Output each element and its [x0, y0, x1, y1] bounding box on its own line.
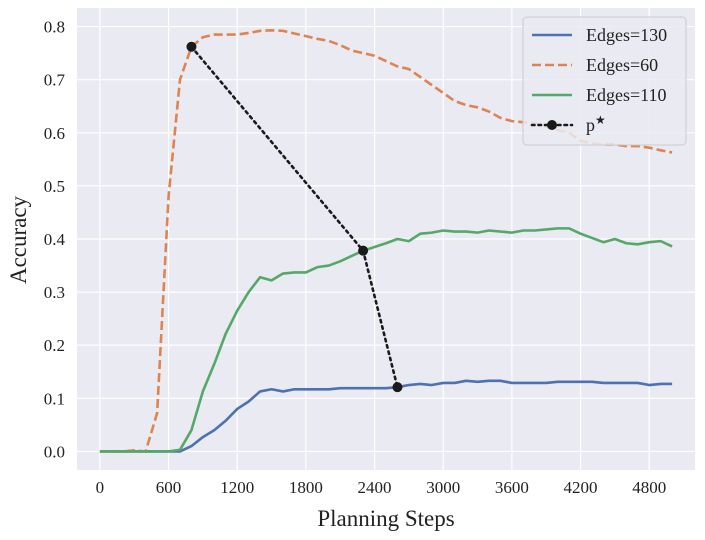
y-tick-label: 0.6: [44, 124, 65, 143]
y-tick-label: 0.4: [44, 230, 66, 249]
y-tick-label: 0.0: [44, 442, 65, 461]
y-tick-label: 0.2: [44, 336, 65, 355]
x-tick-labels: 0 600 1200 1800 2400 3000 3600 4200 4800: [96, 478, 667, 497]
series-line-1: [99, 379, 673, 453]
x-tick-label: 3000: [426, 478, 460, 497]
y-tick-label: 0.8: [44, 18, 65, 37]
marker-layer: [186, 41, 403, 393]
x-tick-label: 1800: [289, 478, 323, 497]
legend-label: Edges=60: [586, 55, 658, 75]
y-tick-label: 0.1: [44, 389, 65, 408]
x-tick-label: 2400: [358, 478, 392, 497]
y-tick-label: 0.5: [44, 177, 65, 196]
x-tick-label: 3600: [495, 478, 529, 497]
x-tick-label: 1200: [220, 478, 254, 497]
legend-label: Edges=110: [586, 85, 666, 105]
y-tick-label: 0.3: [44, 283, 65, 302]
x-tick-label: 4200: [564, 478, 598, 497]
legend-marker: [547, 120, 557, 130]
x-tick-label: 4800: [632, 478, 666, 497]
x-tick-label: 600: [156, 478, 182, 497]
legend-label: Edges=130: [586, 25, 667, 45]
y-axis-label: Accuracy: [6, 195, 31, 284]
x-tick-label: 0: [96, 478, 105, 497]
series-line-3: [99, 227, 673, 453]
y-tick-label: 0.7: [44, 71, 66, 90]
p-star-point: [392, 382, 403, 393]
p-star-point: [358, 245, 369, 256]
x-axis-label: Planning Steps: [317, 506, 454, 531]
p-star-point: [186, 41, 197, 52]
legend-box: [522, 16, 687, 146]
y-tick-labels: 0.0 0.1 0.2 0.3 0.4 0.5 0.6 0.7 0.8: [44, 18, 66, 462]
